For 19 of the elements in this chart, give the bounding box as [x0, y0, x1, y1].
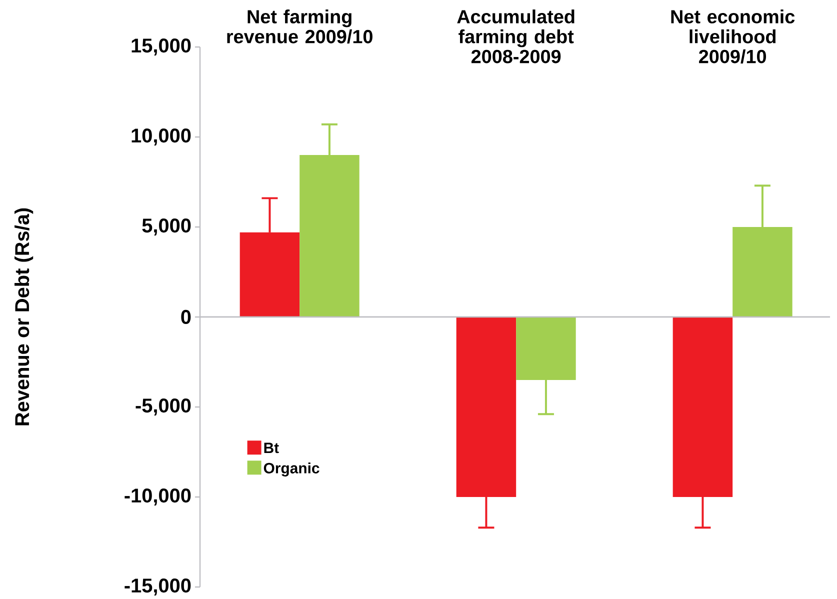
y-tick-label: -10,000: [124, 488, 191, 506]
x-tick-label: Net economic livelihood 2009/10: [671, 10, 795, 64]
bar: [300, 154, 360, 317]
y-tick-label: 15,000: [132, 38, 191, 56]
bar: [456, 316, 516, 497]
y-tick-label: 5,000: [142, 218, 191, 236]
y-axis-title: Revenue or Debt (Rs/a): [14, 208, 34, 426]
bar: [240, 232, 300, 317]
bar: [516, 316, 576, 380]
legend-label: Organic: [264, 462, 320, 476]
legend-label: Bt: [264, 442, 279, 454]
bar: [732, 226, 792, 317]
x-tick-label: Net farming revenue 2009/10: [227, 10, 372, 44]
y-tick-label: -5,000: [136, 398, 191, 416]
y-tick-label: 0: [181, 310, 191, 324]
y-tick-label: 10,000: [132, 128, 191, 146]
x-tick-label: Accumulated farming debt 2008-2009: [457, 10, 574, 64]
y-tick-label: -15,000: [124, 578, 191, 596]
bar: [672, 316, 733, 497]
